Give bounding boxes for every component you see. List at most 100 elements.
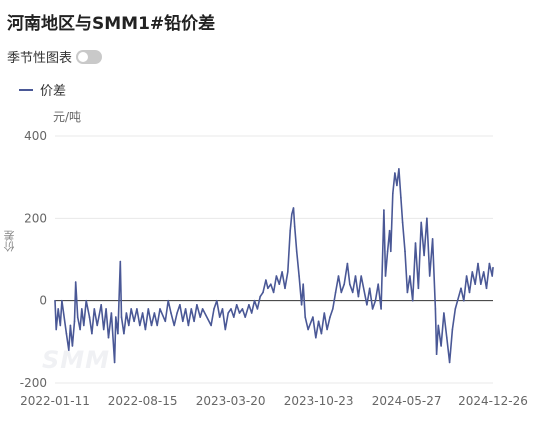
y-axis-unit: 元/吨 <box>53 110 82 124</box>
data-point <box>326 328 328 331</box>
data-point <box>302 283 305 286</box>
data-point <box>394 172 396 174</box>
data-point <box>406 291 409 294</box>
data-point <box>55 328 57 331</box>
data-point <box>366 304 368 306</box>
data-point <box>454 308 457 310</box>
data-point <box>227 312 229 314</box>
data-point <box>360 275 363 277</box>
data-point <box>156 324 158 327</box>
data-point <box>74 281 77 283</box>
data-point <box>383 209 385 211</box>
data-point <box>488 262 491 265</box>
data-point <box>334 291 337 294</box>
data-point <box>451 328 454 331</box>
data-point <box>85 299 87 302</box>
y-tick-label: 400 <box>24 129 47 143</box>
data-point <box>221 308 224 310</box>
data-point <box>139 324 141 327</box>
data-point <box>409 275 411 277</box>
data-point <box>123 332 125 335</box>
data-point <box>250 312 253 314</box>
data-point <box>414 242 417 244</box>
seasonal-toggle-switch[interactable] <box>76 49 103 64</box>
data-point <box>368 287 371 290</box>
data-point <box>349 283 351 286</box>
data-point <box>218 316 221 318</box>
data-point <box>287 271 289 273</box>
data-point <box>485 287 488 290</box>
y-tick-label: 0 <box>39 294 47 308</box>
data-point <box>147 308 150 310</box>
data-point <box>468 291 471 294</box>
data-point <box>265 279 267 281</box>
data-point <box>164 320 167 323</box>
data-point <box>317 320 320 323</box>
data-point <box>110 312 113 314</box>
data-point <box>120 316 123 318</box>
data-point <box>426 217 428 220</box>
watermark-logo: SMM <box>42 346 111 374</box>
data-point <box>289 229 292 232</box>
data-point <box>117 332 119 335</box>
data-point <box>179 304 181 306</box>
data-point <box>295 250 298 253</box>
data-point <box>176 312 178 314</box>
data-point <box>315 336 317 339</box>
data-point <box>404 250 406 253</box>
data-point <box>119 260 122 263</box>
data-point <box>100 304 102 306</box>
legend-label: 价差 <box>40 84 67 99</box>
data-point <box>482 271 485 273</box>
data-point <box>199 316 201 318</box>
data-point <box>187 324 190 327</box>
y-tick-label: -200 <box>20 376 47 390</box>
data-point <box>216 299 218 302</box>
data-point <box>54 299 56 302</box>
data-point <box>69 324 72 327</box>
data-point <box>307 328 309 331</box>
data-point <box>304 316 307 318</box>
data-point <box>128 324 130 327</box>
data-point <box>105 308 107 310</box>
data-point <box>320 332 323 335</box>
data-point <box>233 316 235 318</box>
data-point <box>61 299 63 302</box>
data-point <box>392 192 394 195</box>
data-point <box>57 308 59 310</box>
data-point <box>235 304 238 306</box>
data-point <box>281 271 283 273</box>
data-point <box>465 275 468 277</box>
data-point <box>292 207 295 209</box>
data-point <box>93 308 96 310</box>
data-point <box>65 332 68 335</box>
data-point <box>68 349 70 351</box>
data-point <box>491 275 494 277</box>
chart-legend[interactable]: 价差 <box>19 80 66 99</box>
data-point <box>401 221 404 224</box>
data-point <box>298 275 300 277</box>
data-point <box>278 283 281 286</box>
data-point <box>340 291 343 294</box>
data-point <box>380 308 382 310</box>
data-point <box>91 332 93 335</box>
data-point <box>141 312 144 314</box>
data-point <box>96 324 98 327</box>
data-point <box>244 316 246 318</box>
x-tick-label: 2024-12-26 <box>458 394 528 408</box>
toggle-knob <box>78 51 89 62</box>
data-point <box>423 254 425 257</box>
data-point <box>351 291 354 294</box>
data-point <box>79 328 81 331</box>
data-point <box>329 316 331 318</box>
data-point <box>167 299 169 302</box>
data-point <box>420 221 423 224</box>
legend-swatch <box>19 88 33 91</box>
data-point <box>480 283 482 286</box>
data-point <box>76 316 79 318</box>
data-point <box>463 299 465 302</box>
data-point <box>238 312 241 314</box>
data-point <box>446 336 448 339</box>
data-point <box>196 304 198 306</box>
